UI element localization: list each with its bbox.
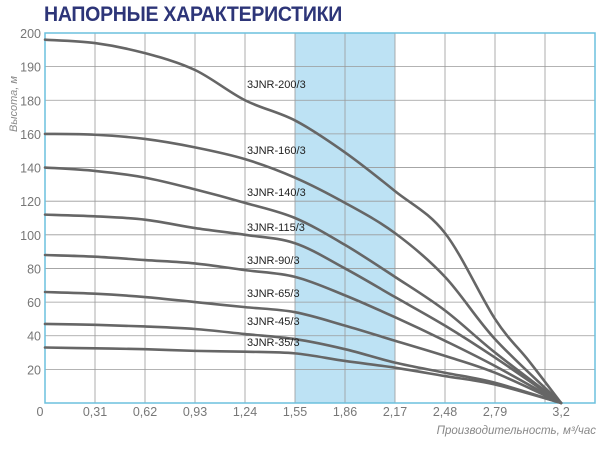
curve-3jnr-45-3 <box>43 322 563 405</box>
x-axis-label: Производительность, м³/час <box>436 425 596 437</box>
x-tick-label: 0,31 <box>83 405 107 419</box>
x-tick-label: 0 <box>37 405 44 419</box>
curve-3jnr-65-3 <box>43 290 563 405</box>
curve-3jnr-115-3 <box>43 213 563 405</box>
curve-3jnr-140-3 <box>43 166 563 405</box>
curve-label: 3JNR-35/3 <box>247 337 300 349</box>
curve-label: 3JNR-45/3 <box>247 316 300 328</box>
y-tick-label: 60 <box>27 296 41 310</box>
x-tick-label: 0,93 <box>183 405 207 419</box>
x-tick-label: 2,79 <box>483 405 507 419</box>
curve-3jnr-90-3 <box>43 253 563 405</box>
y-tick-label: 100 <box>20 229 41 243</box>
x-tick-label: 2,17 <box>383 405 407 419</box>
curve-label: 3JNR-160/3 <box>247 145 306 157</box>
y-tick-label: 190 <box>20 61 41 75</box>
curve-3jnr-160-3 <box>43 132 563 405</box>
y-tick-label: 40 <box>27 330 41 344</box>
curve-label: 3JNR-90/3 <box>247 255 300 267</box>
x-tick-label: 1,86 <box>333 405 357 419</box>
curve-3jnr-35-3 <box>43 346 563 405</box>
y-tick-label: 120 <box>20 195 41 209</box>
curve-3jnr-200-3 <box>43 38 563 405</box>
x-tick-label: 1,24 <box>233 405 257 419</box>
curve-label: 3JNR-140/3 <box>247 187 306 199</box>
y-tick-label: 80 <box>27 262 41 276</box>
curve-label: 3JNR-65/3 <box>247 288 300 300</box>
y-tick-label: 180 <box>20 94 41 108</box>
y-tick-label: 160 <box>20 128 41 142</box>
x-tick-label: 0,62 <box>133 405 157 419</box>
curve-label: 3JNR-115/3 <box>247 222 305 234</box>
y-tick-label: 200 <box>20 27 41 41</box>
y-tick-label: 20 <box>27 363 41 377</box>
chart-title: НАПОРНЫЕ ХАРАКТЕРИСТИКИ <box>44 3 342 26</box>
y-tick-label: 140 <box>20 162 41 176</box>
x-tick-label: 1,55 <box>283 405 307 419</box>
curve-label: 3JNR-200/3 <box>247 79 306 91</box>
x-tick-label: 2,48 <box>433 405 457 419</box>
x-tick-label: 3,2 <box>552 405 569 419</box>
plot-frame <box>44 32 596 404</box>
